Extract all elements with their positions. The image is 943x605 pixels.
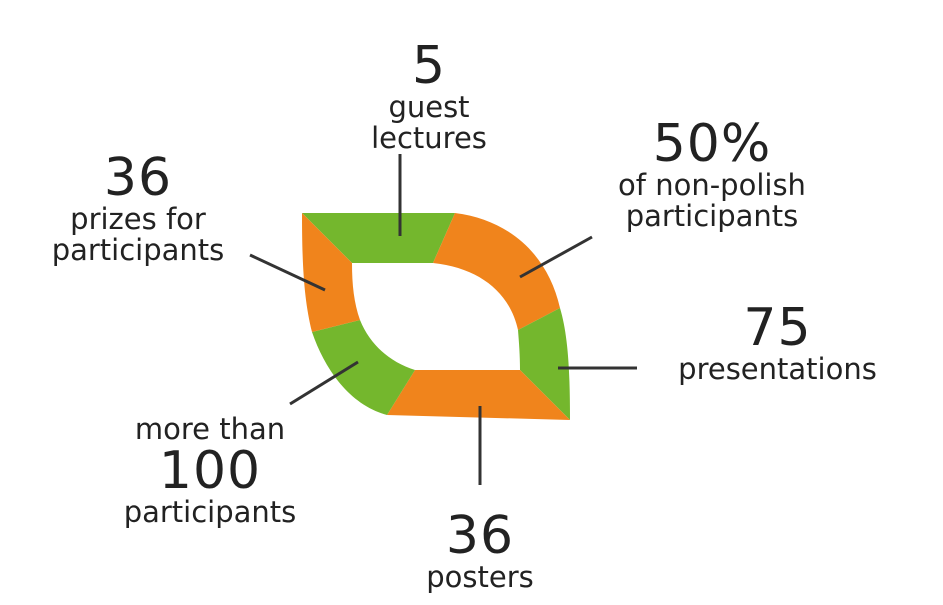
stat-number: 100	[158, 441, 262, 501]
stat-participants: more than 100 participants	[100, 414, 320, 528]
stat-number: 5	[411, 36, 447, 96]
stat-prizes: 36 prizes for participants	[30, 152, 246, 266]
segment-non-polish	[433, 213, 560, 330]
stat-number: 50%	[652, 114, 772, 174]
stat-prefix: more than	[134, 412, 286, 446]
stat-label: prizes for	[70, 202, 206, 236]
stat-posters: 36 posters	[398, 510, 562, 593]
segment-guest-lectures	[302, 213, 455, 263]
stat-label: participants	[123, 495, 297, 529]
stat-non-polish: 50% of non-polish participants	[592, 118, 832, 232]
stat-number: 36	[103, 148, 173, 208]
segment-presentations	[518, 308, 570, 420]
stat-number: 36	[445, 506, 515, 566]
stat-label: participants	[51, 233, 225, 267]
stat-label: participants	[625, 199, 799, 233]
segment-posters	[387, 370, 570, 420]
stat-label: posters	[426, 560, 534, 594]
stat-label: lectures	[371, 121, 487, 155]
segment-participants	[312, 320, 415, 415]
stat-label: presentations	[678, 352, 877, 386]
stat-guest-lectures: 5 guest lectures	[350, 40, 508, 154]
leader-prizes	[249, 253, 326, 292]
leader-non-polish	[519, 235, 593, 279]
leader-participants	[289, 360, 359, 406]
stat-number: 75	[743, 298, 812, 358]
stat-label: of non-polish	[618, 168, 806, 202]
stat-label: guest	[388, 90, 470, 124]
stat-presentations: 75 presentations	[655, 302, 900, 385]
segment-prizes	[302, 213, 360, 332]
